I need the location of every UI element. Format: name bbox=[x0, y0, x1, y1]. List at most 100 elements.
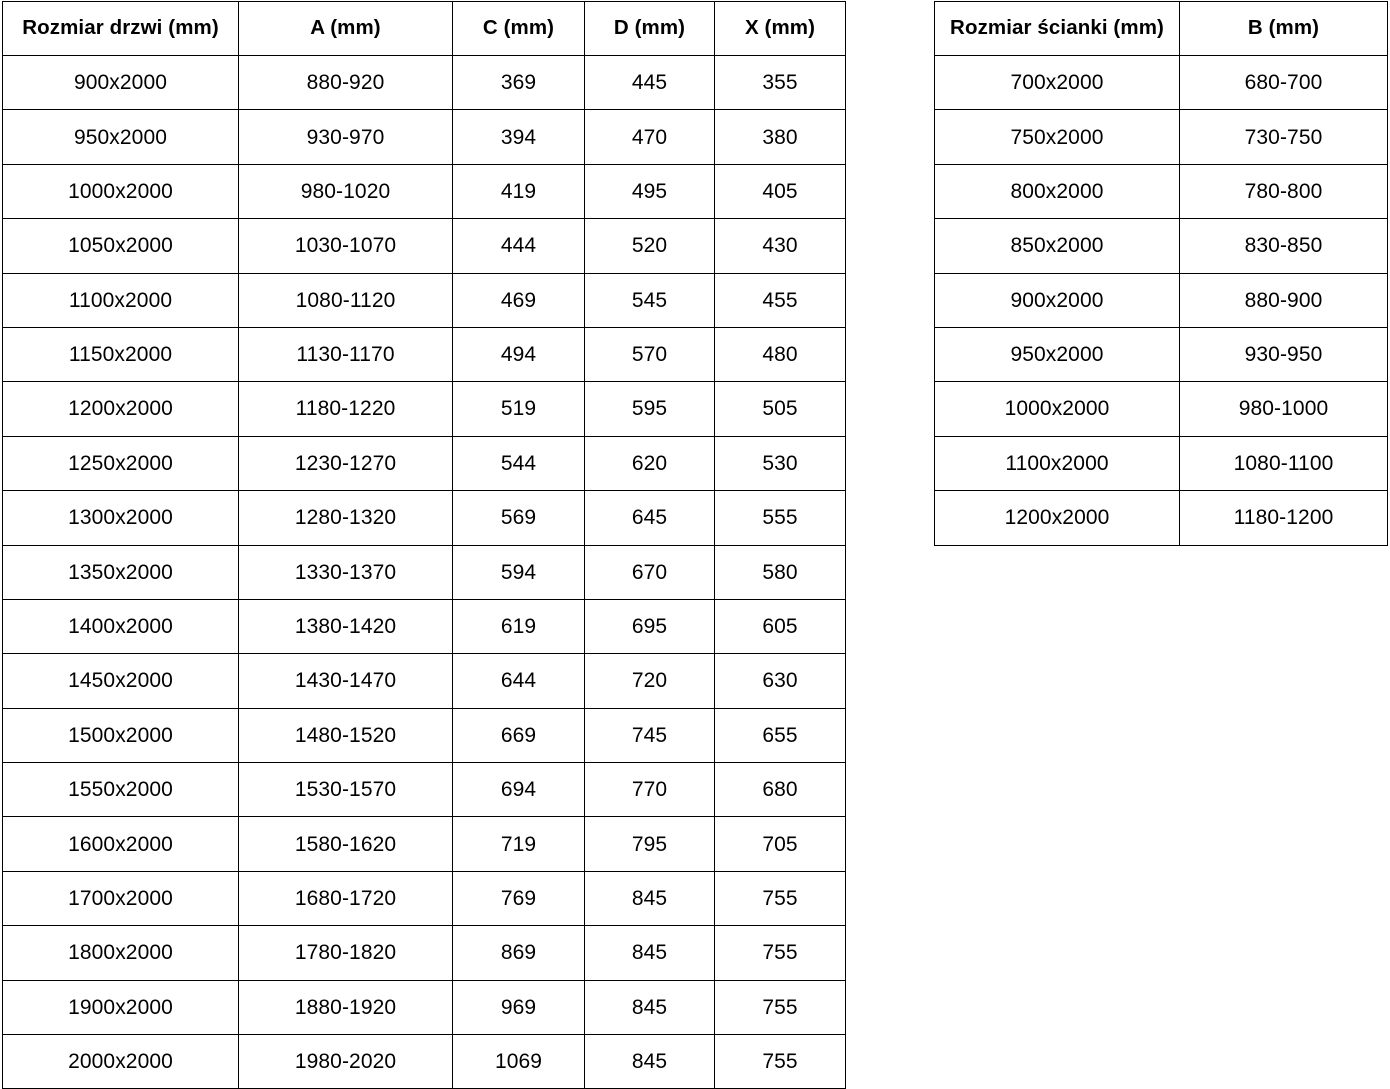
cell-d: 695 bbox=[584, 598, 715, 655]
cell-door-size: 1150x2000 bbox=[2, 326, 239, 383]
cell-door-size: 1800x2000 bbox=[2, 925, 239, 981]
table-row: 1000x2000 980-1000 bbox=[934, 381, 1388, 437]
cell-a: 930-970 bbox=[238, 109, 453, 165]
table-row: 750x2000 730-750 bbox=[934, 109, 1388, 165]
cell-c: 494 bbox=[452, 326, 585, 383]
cell-d: 495 bbox=[584, 163, 715, 220]
cell-a: 1030-1070 bbox=[238, 218, 453, 274]
cell-door-size: 1250x2000 bbox=[2, 435, 239, 492]
table-row: 1200x2000 1180-1200 bbox=[934, 490, 1388, 546]
cell-x: 455 bbox=[714, 272, 846, 328]
column-header-c: C (mm) bbox=[452, 1, 585, 56]
table-row: 1300x2000 1280-1320 569 645 555 bbox=[2, 490, 846, 546]
cell-wall-size: 800x2000 bbox=[934, 163, 1180, 220]
cell-wall-size: 700x2000 bbox=[934, 54, 1180, 111]
cell-d: 770 bbox=[584, 762, 715, 818]
cell-d: 670 bbox=[584, 544, 715, 600]
table-row: 1100x2000 1080-1100 bbox=[934, 435, 1388, 492]
cell-x: 680 bbox=[714, 762, 846, 818]
table-row: 950x2000 930-950 bbox=[934, 326, 1388, 383]
cell-c: 569 bbox=[452, 490, 585, 546]
cell-c: 469 bbox=[452, 272, 585, 328]
table-row: 1900x2000 1880-1920 969 845 755 bbox=[2, 979, 846, 1036]
table-row: 1050x2000 1030-1070 444 520 430 bbox=[2, 218, 846, 274]
cell-c: 619 bbox=[452, 598, 585, 655]
cell-d: 645 bbox=[584, 490, 715, 546]
cell-wall-size: 950x2000 bbox=[934, 326, 1180, 383]
cell-a: 1580-1620 bbox=[238, 816, 453, 872]
cell-d: 620 bbox=[584, 435, 715, 492]
cell-x: 655 bbox=[714, 707, 846, 764]
cell-x: 380 bbox=[714, 109, 846, 165]
cell-c: 669 bbox=[452, 707, 585, 764]
table-header-row: Rozmiar ścianki (mm) B (mm) bbox=[934, 1, 1388, 56]
cell-a: 1880-1920 bbox=[238, 979, 453, 1036]
wall-table-body: 700x2000 680-700 750x2000 730-750 800x20… bbox=[934, 54, 1388, 546]
cell-wall-size: 750x2000 bbox=[934, 109, 1180, 165]
cell-b: 780-800 bbox=[1179, 163, 1388, 220]
cell-c: 969 bbox=[452, 979, 585, 1036]
cell-c: 769 bbox=[452, 870, 585, 927]
table-row: 1200x2000 1180-1220 519 595 505 bbox=[2, 381, 846, 437]
cell-c: 419 bbox=[452, 163, 585, 220]
cell-x: 505 bbox=[714, 381, 846, 437]
table-row: 1500x2000 1480-1520 669 745 655 bbox=[2, 707, 846, 764]
cell-a: 1480-1520 bbox=[238, 707, 453, 764]
table-row: 2000x2000 1980-2020 1069 845 755 bbox=[2, 1034, 846, 1089]
table-row: 850x2000 830-850 bbox=[934, 218, 1388, 274]
cell-door-size: 1500x2000 bbox=[2, 707, 239, 764]
cell-d: 745 bbox=[584, 707, 715, 764]
cell-door-size: 2000x2000 bbox=[2, 1034, 239, 1089]
table-row: 1100x2000 1080-1120 469 545 455 bbox=[2, 272, 846, 328]
cell-a: 1380-1420 bbox=[238, 598, 453, 655]
cell-a: 980-1020 bbox=[238, 163, 453, 220]
cell-c: 544 bbox=[452, 435, 585, 492]
cell-d: 795 bbox=[584, 816, 715, 872]
cell-a: 1330-1370 bbox=[238, 544, 453, 600]
table-row: 900x2000 880-900 bbox=[934, 272, 1388, 328]
cell-b: 980-1000 bbox=[1179, 381, 1388, 437]
cell-d: 845 bbox=[584, 979, 715, 1036]
cell-door-size: 900x2000 bbox=[2, 54, 239, 111]
cell-door-size: 1350x2000 bbox=[2, 544, 239, 600]
cell-door-size: 1300x2000 bbox=[2, 490, 239, 546]
cell-a: 1280-1320 bbox=[238, 490, 453, 546]
cell-d: 595 bbox=[584, 381, 715, 437]
cell-a: 1430-1470 bbox=[238, 653, 453, 709]
cell-b: 680-700 bbox=[1179, 54, 1388, 111]
cell-door-size: 1000x2000 bbox=[2, 163, 239, 220]
cell-x: 605 bbox=[714, 598, 846, 655]
cell-d: 845 bbox=[584, 925, 715, 981]
cell-a: 1680-1720 bbox=[238, 870, 453, 927]
cell-x: 355 bbox=[714, 54, 846, 111]
column-header-wall-size: Rozmiar ścianki (mm) bbox=[934, 1, 1180, 56]
cell-x: 755 bbox=[714, 925, 846, 981]
table-row: 1600x2000 1580-1620 719 795 705 bbox=[2, 816, 846, 872]
cell-wall-size: 1100x2000 bbox=[934, 435, 1180, 492]
cell-x: 430 bbox=[714, 218, 846, 274]
cell-door-size: 1900x2000 bbox=[2, 979, 239, 1036]
cell-c: 869 bbox=[452, 925, 585, 981]
cell-d: 470 bbox=[584, 109, 715, 165]
wall-table-header: Rozmiar ścianki (mm) B (mm) bbox=[934, 1, 1388, 56]
cell-c: 644 bbox=[452, 653, 585, 709]
cell-door-size: 1200x2000 bbox=[2, 381, 239, 437]
column-header-x: X (mm) bbox=[714, 1, 846, 56]
table-row: 1150x2000 1130-1170 494 570 480 bbox=[2, 326, 846, 383]
cell-a: 1180-1220 bbox=[238, 381, 453, 437]
cell-a: 880-920 bbox=[238, 54, 453, 111]
table-row: 900x2000 880-920 369 445 355 bbox=[2, 54, 846, 111]
cell-x: 555 bbox=[714, 490, 846, 546]
cell-c: 594 bbox=[452, 544, 585, 600]
table-row: 1450x2000 1430-1470 644 720 630 bbox=[2, 653, 846, 709]
cell-c: 394 bbox=[452, 109, 585, 165]
cell-a: 1980-2020 bbox=[238, 1034, 453, 1089]
cell-x: 755 bbox=[714, 1034, 846, 1089]
cell-x: 530 bbox=[714, 435, 846, 492]
column-header-d: D (mm) bbox=[584, 1, 715, 56]
column-header-b: B (mm) bbox=[1179, 1, 1388, 56]
cell-door-size: 1050x2000 bbox=[2, 218, 239, 274]
table-header-row: Rozmiar drzwi (mm) A (mm) C (mm) D (mm) … bbox=[2, 1, 846, 56]
cell-wall-size: 850x2000 bbox=[934, 218, 1180, 274]
